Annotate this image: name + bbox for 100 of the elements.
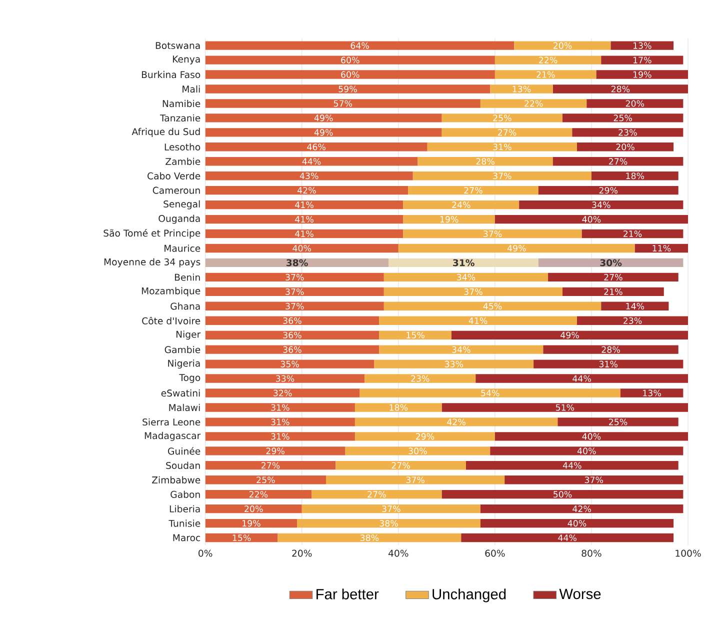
- bar: [205, 41, 514, 50]
- data-label: 41%: [295, 202, 314, 208]
- bar: [205, 446, 346, 456]
- data-label: 22%: [249, 491, 268, 498]
- data-label: 31%: [453, 259, 474, 266]
- data-label: 64%: [350, 42, 369, 49]
- bar: [205, 504, 302, 514]
- data-label: 27%: [464, 187, 482, 194]
- bar: [354, 418, 558, 426]
- bar: [388, 258, 538, 268]
- data-label: 18%: [626, 172, 644, 180]
- data-label: 42%: [297, 187, 316, 194]
- y-tick-label: Mali: [182, 85, 200, 93]
- x-tick-label: 100%: [676, 550, 701, 557]
- y-tick-label: Niger: [176, 330, 201, 340]
- data-label: 36%: [283, 317, 302, 324]
- bar: [504, 476, 684, 484]
- y-tick-label: Gabon: [170, 490, 200, 498]
- y-tick-label: Madagascar: [144, 432, 201, 441]
- y-tick-label: Guinée: [168, 447, 200, 455]
- bar: [354, 403, 442, 412]
- bar: [379, 345, 544, 354]
- bar: [562, 114, 684, 122]
- data-label: 38%: [380, 520, 398, 527]
- data-label: 30%: [408, 448, 427, 454]
- bar: [442, 490, 684, 499]
- bar: [205, 432, 355, 441]
- data-label: 31%: [493, 144, 512, 150]
- data-label: 43%: [300, 172, 318, 180]
- data-label: 40%: [568, 520, 586, 527]
- bar: [205, 114, 442, 122]
- data-label: 22%: [524, 100, 543, 107]
- data-label: 40%: [577, 448, 596, 454]
- y-tick-label: Côte d'Ivoire: [142, 316, 200, 324]
- bar: [548, 272, 678, 282]
- bar: [519, 200, 684, 210]
- x-tick-label: 80%: [582, 550, 602, 557]
- y-tick-label: Afrique du Sud: [132, 128, 200, 137]
- data-label: 23%: [624, 317, 642, 324]
- bar: [326, 476, 505, 484]
- bar: [442, 128, 572, 137]
- data-label: 23%: [618, 129, 637, 136]
- data-label: 37%: [286, 274, 304, 280]
- data-label: 27%: [604, 274, 622, 280]
- bar: [543, 345, 678, 354]
- data-label: 19%: [440, 216, 458, 223]
- data-label: 27%: [392, 462, 410, 469]
- data-label: 36%: [283, 332, 302, 338]
- data-label: 54%: [481, 390, 500, 396]
- data-label: 25%: [256, 476, 275, 484]
- bar: [452, 330, 688, 340]
- data-label: 25%: [493, 114, 512, 122]
- data-label: 25%: [609, 418, 628, 426]
- data-label: 21%: [604, 288, 622, 295]
- y-tick-label: São Tomé et Principe: [104, 229, 200, 238]
- bar: [403, 214, 495, 224]
- data-label: 18%: [390, 404, 408, 411]
- data-label: 44%: [302, 158, 321, 165]
- bar: [514, 41, 611, 50]
- bar: [278, 533, 462, 542]
- data-label: 28%: [476, 158, 494, 165]
- y-tick-label: Maurice: [164, 244, 200, 252]
- y-tick-label: Namibie: [162, 100, 200, 108]
- bar: [480, 504, 684, 514]
- legend-label: Worse: [559, 588, 601, 600]
- bar: [442, 114, 563, 122]
- bar: [480, 99, 587, 108]
- bar: [596, 70, 688, 79]
- bar: [205, 84, 490, 94]
- bar: [205, 518, 298, 528]
- bar: [490, 84, 553, 94]
- data-label: 30%: [600, 259, 622, 266]
- x-tick-label: 20%: [292, 550, 312, 557]
- data-label: 42%: [572, 506, 591, 512]
- bar: [379, 330, 452, 340]
- bar: [205, 403, 355, 412]
- y-tick-label: Moyenne de 34 pays: [104, 258, 200, 268]
- data-label: 57%: [334, 100, 352, 107]
- data-label: 31%: [271, 418, 290, 426]
- bar: [620, 388, 684, 398]
- data-label: 34%: [592, 202, 610, 208]
- bar: [205, 258, 389, 268]
- bar: [205, 229, 404, 238]
- bar: [494, 56, 602, 64]
- y-tick-label: Lesotho: [164, 143, 200, 151]
- bar: [412, 172, 592, 180]
- bar: [205, 287, 384, 296]
- bar: [364, 374, 476, 383]
- y-tick-label: Togo: [179, 374, 200, 383]
- data-label: 44%: [558, 534, 576, 542]
- bar: [586, 99, 684, 108]
- bar: [384, 287, 563, 296]
- data-label: 40%: [292, 244, 312, 252]
- data-label: 45%: [483, 302, 502, 310]
- y-tick-label: Botswana: [156, 42, 200, 50]
- y-tick-label: Cameroun: [152, 186, 200, 194]
- data-label: 37%: [493, 172, 512, 180]
- data-label: 33%: [444, 360, 464, 368]
- bar: [205, 157, 418, 166]
- data-label: 14%: [626, 302, 644, 310]
